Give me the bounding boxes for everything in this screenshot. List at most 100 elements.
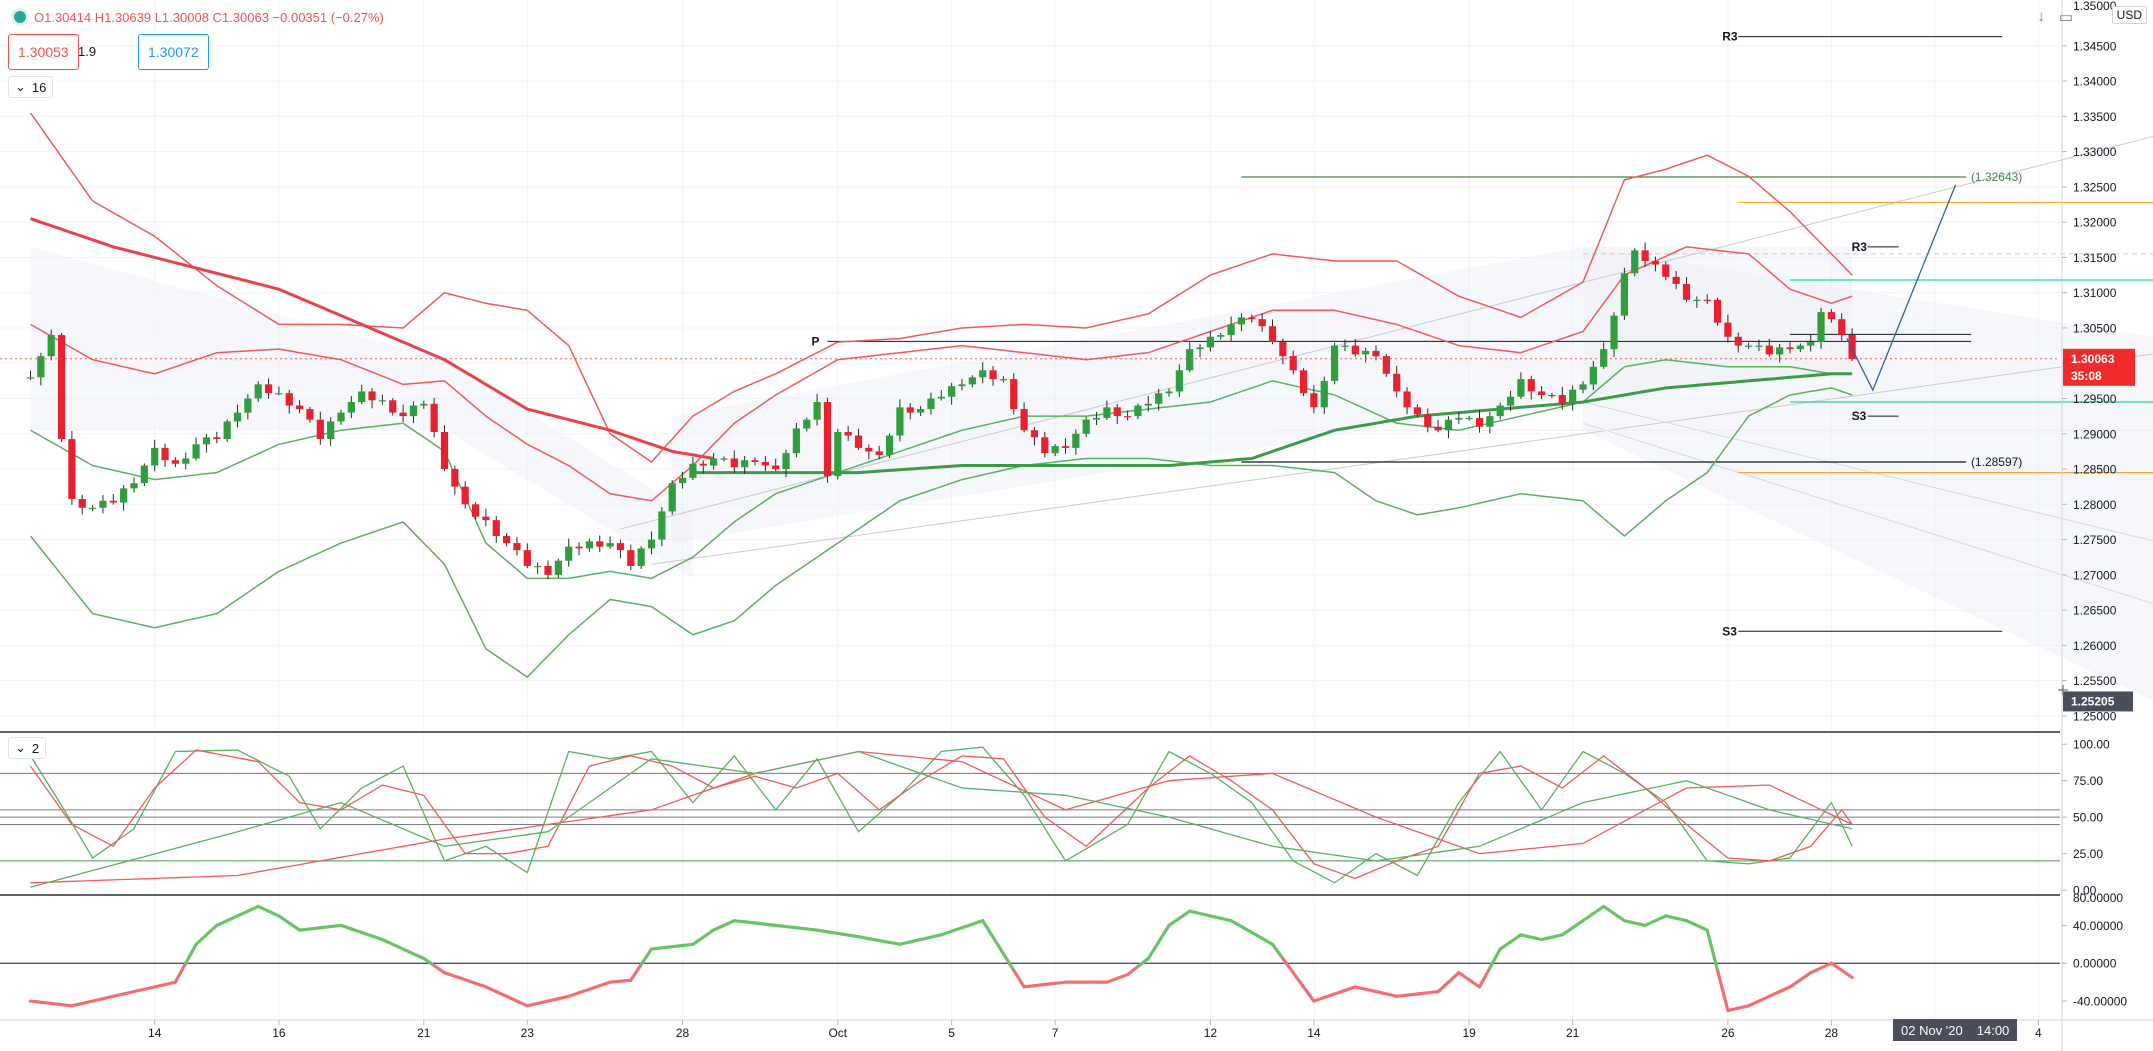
price-tick-label: 1.31500 [2073,251,2117,265]
candle [1734,336,1742,346]
oscillator-line [1591,904,1606,916]
candle [327,421,335,440]
candle [37,356,45,378]
oscillator-line [442,971,457,978]
oscillator-line [836,931,850,937]
candle [1631,250,1639,274]
sell-button[interactable]: 1.30053 [8,34,79,70]
time-tick-label: 28 [1825,1026,1839,1040]
oscillator-line [1529,935,1544,942]
candle [213,437,221,440]
pivot-label: R3 [1722,30,1738,44]
candle [1600,349,1608,367]
candle [1331,345,1339,381]
candle [751,460,759,462]
oscillator-toggle[interactable]: ⌄ 2 [8,737,47,759]
oscillator-line [670,943,685,949]
time-tick-label: 21 [417,1026,431,1040]
candle [658,511,666,540]
oscillator-tick-label: -40.00000 [2073,995,2127,1009]
candle [482,516,490,521]
time-tick-label: 7 [1052,1026,1059,1040]
candle [1268,326,1277,343]
candle [275,393,283,395]
candle [575,546,583,549]
indicators-toggle[interactable]: ⌄ 16 [8,76,54,98]
oscillator-line [1157,923,1171,944]
candle [358,391,366,403]
oscillator-line [1239,924,1254,935]
oscillator-line [1809,966,1823,975]
oscillator-line [1301,985,1316,1003]
fullscreen-icon[interactable]: ▭ [2058,9,2073,26]
candle [1517,379,1525,397]
oscillator-line [1436,980,1451,994]
candle [1227,324,1235,336]
candle [1155,393,1163,404]
oscillator-line [1001,952,1016,972]
oscillator-line [1560,926,1575,937]
chevron-down-icon: ⌄ [15,79,26,94]
buy-button[interactable]: 1.30072 [138,34,209,70]
candle [430,403,438,433]
candle [461,486,469,505]
oscillator-line [1053,980,1068,985]
candle [627,550,635,567]
oscillator-line [39,1000,53,1006]
oscillator-line [1581,911,1595,923]
candle [1237,317,1246,325]
candle [420,403,428,406]
oscillator-line [1477,966,1492,989]
candle [792,428,800,454]
oscillator-line [298,927,312,932]
oscillator-tick-label: 100.00 [2073,738,2110,752]
candle [451,469,459,487]
oscillator-line [1788,978,1802,989]
oscillator-line [1684,919,1699,927]
candle [1134,405,1142,417]
oscillator-line [1633,921,1647,927]
oscillator-line [225,914,240,923]
candle [979,370,987,378]
oscillator-line [629,963,643,982]
candle [1589,366,1597,385]
currency-label[interactable]: USD [2111,6,2147,24]
candle [554,560,562,575]
arrow-down-icon[interactable]: ↓ [2037,8,2045,25]
candle [1776,347,1784,355]
candle [1372,350,1380,357]
candle [1713,299,1722,323]
candle [1010,379,1018,410]
oscillator-line [1384,992,1399,998]
candle [1248,317,1256,320]
candle [1165,391,1173,394]
candle [1817,312,1825,343]
oscillator-line [370,934,384,942]
candle [316,419,324,440]
crosshair-date: 02 Nov '20 [1901,1022,1963,1038]
candle [264,384,273,394]
oscillator-line [1146,940,1161,961]
price-tick-label: 1.32000 [2073,216,2117,230]
candle [1796,345,1804,350]
candle [347,402,355,413]
candle [99,500,107,508]
oscillator-line [194,933,209,946]
oscillator-line [774,923,788,929]
oscillator-line [1364,987,1378,994]
stochastic-line [30,750,1853,884]
oscillator-line [1032,982,1047,988]
candle [1662,264,1670,277]
candle [1413,407,1421,415]
oscillator-line [1219,916,1233,923]
crosshair-price-badge-label: 1.25205 [2071,694,2115,708]
candle [1641,250,1649,261]
oscillator-line [1829,961,1844,972]
oscillator-line [1508,933,1523,944]
oscillator-line [101,994,115,1001]
price-tick-label: 1.34000 [2073,75,2117,89]
oscillator-line [856,935,871,941]
candle [244,398,252,413]
price-level-label: (1.32643) [1971,170,2022,184]
